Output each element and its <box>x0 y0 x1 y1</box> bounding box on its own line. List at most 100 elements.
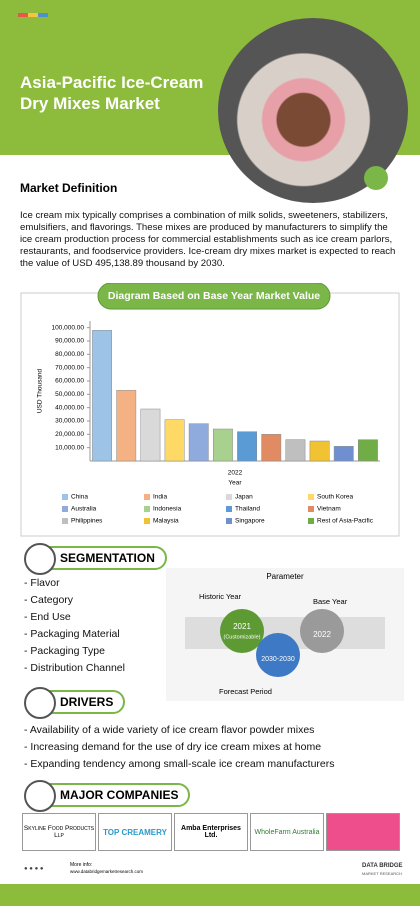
legend-label: Philippines <box>71 518 103 525</box>
legend-swatch <box>308 506 314 512</box>
y-tick-label: 40,000.00 <box>55 404 84 411</box>
bar <box>333 446 354 462</box>
y-tick-label: 50,000.00 <box>55 391 84 398</box>
x-tick-label: 2022 <box>228 470 243 477</box>
parameter-diagram: Parameter 2021 (Customizable) 2022 2030-… <box>166 568 404 701</box>
chart: Diagram Based on Base Year Market Value … <box>20 283 400 537</box>
legend-swatch <box>62 494 68 500</box>
legend-label: China <box>71 494 88 501</box>
legend-swatch <box>144 518 150 524</box>
forecast-years: 2030-2030 <box>261 656 295 663</box>
legend-swatch <box>226 506 232 512</box>
legend-label: Malaysia <box>153 518 179 525</box>
bar <box>358 439 378 462</box>
legend-label: Thailand <box>235 506 260 513</box>
list-item: Distribution Channel <box>24 662 125 674</box>
legend-swatch <box>226 518 232 524</box>
hex-base <box>300 609 344 653</box>
y-tick-label: 90,000.00 <box>55 338 84 345</box>
icon <box>24 780 56 812</box>
bar <box>116 390 137 462</box>
drivers-list: Availability of a wide variety of ice cr… <box>24 724 335 775</box>
title: Asia-Pacific Ice-Cream Dry Mixes Market <box>20 73 204 113</box>
list-item: End Use <box>24 611 125 623</box>
chart-title: Diagram Based on Base Year Market Value <box>108 290 320 302</box>
company-logo: WholeFarm Australia <box>250 813 324 851</box>
company-logo: Skyline Food Products Llp <box>22 813 96 851</box>
legend-swatch <box>62 506 68 512</box>
url: www.databridgemarketresearch.com <box>70 869 144 874</box>
segmentation-list: Flavor Category End Use Packaging Material P… <box>24 577 125 679</box>
list-item: Category <box>24 594 125 606</box>
company-logo <box>326 813 400 851</box>
definition-text: Ice cream mix typically comprises a comb… <box>20 210 396 269</box>
y-tick-label: 100,000.00 <box>51 324 84 331</box>
base-year: 2022 <box>313 630 331 639</box>
bar <box>237 431 258 462</box>
bar <box>164 419 185 462</box>
bar <box>309 440 330 462</box>
chart-frame <box>20 292 400 537</box>
y-axis-label: USD Thousand <box>37 368 44 413</box>
y-tick-label: 30,000.00 <box>55 418 84 425</box>
list-item: Packaging Material <box>24 628 125 640</box>
legend-label: Australia <box>71 506 97 513</box>
historic-year: 2021 <box>233 622 251 631</box>
dots <box>18 13 48 17</box>
legend-swatch <box>308 494 314 500</box>
segmentation-heading: SEGMENTATION <box>24 543 167 575</box>
bar <box>261 434 282 462</box>
legend-label: South Korea <box>317 494 354 501</box>
legend-label: Vietnam <box>317 506 341 513</box>
legend-swatch <box>144 506 150 512</box>
bar <box>188 423 209 462</box>
legend-label: Singapore <box>235 518 265 525</box>
brand-sub: MARKET RESEARCH <box>362 871 402 876</box>
legend-label: Rest of Asia-Pacific <box>317 518 374 525</box>
heading-text: SEGMENTATION <box>60 551 155 565</box>
legend-swatch <box>226 494 232 500</box>
legend-swatch <box>308 518 314 524</box>
drivers-heading: DRIVERS <box>24 687 126 719</box>
y-tick-label: 10,000.00 <box>55 444 84 451</box>
company-logo: TOP CREAMERY <box>98 813 172 851</box>
bar <box>92 330 112 462</box>
social-icons: ● ● ● ● <box>24 866 44 872</box>
companies-heading: MAJOR COMPANIES <box>24 780 191 812</box>
bar <box>285 439 306 462</box>
brand: DATA BRIDGE <box>362 863 403 869</box>
bar <box>140 408 161 462</box>
hex-historic <box>220 609 264 653</box>
definition-heading: Market Definition <box>20 181 118 195</box>
list-item: Flavor <box>24 577 125 589</box>
legend-label: India <box>153 494 167 501</box>
y-tick-label: 60,000.00 <box>55 378 84 385</box>
list-item: Expanding tendency among small-scale ice… <box>24 758 334 770</box>
dot <box>364 166 388 190</box>
base-label: Base Year <box>313 597 348 606</box>
chart-title-pill <box>97 283 331 310</box>
legend-swatch <box>62 518 68 524</box>
y-tick-label: 20,000.00 <box>55 431 84 438</box>
parameter-title: Parameter <box>266 572 304 581</box>
legend-swatch <box>144 494 150 500</box>
hex-forecast <box>256 633 300 677</box>
footer-band <box>0 884 420 906</box>
bar <box>213 428 233 462</box>
legend-label: Japan <box>235 494 253 501</box>
historic-label: Historic Year <box>199 592 242 601</box>
icon <box>24 543 56 575</box>
historic-note: (Customizable) <box>224 634 261 640</box>
company-logo: Amba Enterprises Ltd. <box>174 813 248 851</box>
info-label: More info: <box>70 862 93 868</box>
list-item: Availability of a wide variety of ice cr… <box>24 724 335 736</box>
icon <box>24 687 56 719</box>
heading-text: DRIVERS <box>60 695 114 709</box>
x-axis-label: Year <box>228 480 242 487</box>
list-item: Increasing demand for the use of dry ice… <box>24 741 335 753</box>
y-tick-label: 80,000.00 <box>55 351 84 358</box>
forecast-label: Forecast Period <box>219 687 272 696</box>
list-item: Packaging Type <box>24 645 125 657</box>
heading-text: MAJOR COMPANIES <box>60 788 179 802</box>
